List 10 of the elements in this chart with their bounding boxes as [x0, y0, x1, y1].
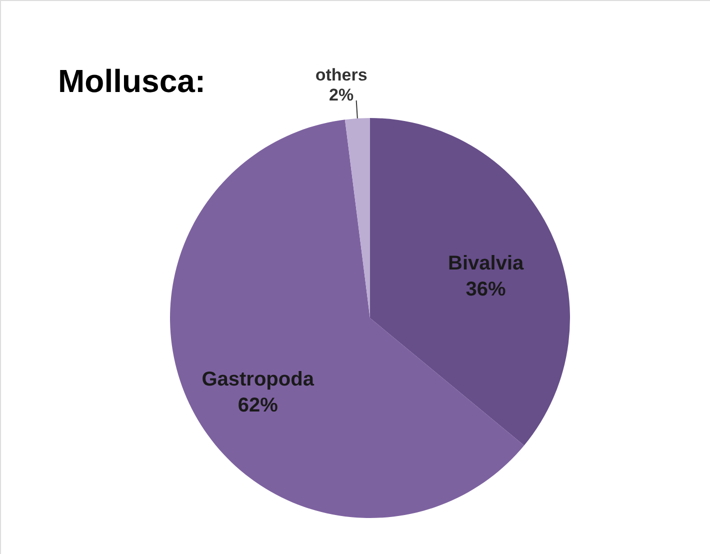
pie-slice: [344, 118, 370, 318]
data-label: 2%: [329, 85, 354, 104]
chart-title: Mollusca:: [58, 63, 206, 99]
data-label: 62%: [238, 394, 278, 417]
slice-label: Bivalvia: [448, 252, 524, 274]
slice-label: others: [315, 65, 368, 84]
pie-slice: [170, 120, 524, 518]
pie-slice: [370, 118, 570, 446]
slice-label: Gastropoda: [202, 368, 315, 391]
data-label: 36%: [466, 278, 506, 300]
